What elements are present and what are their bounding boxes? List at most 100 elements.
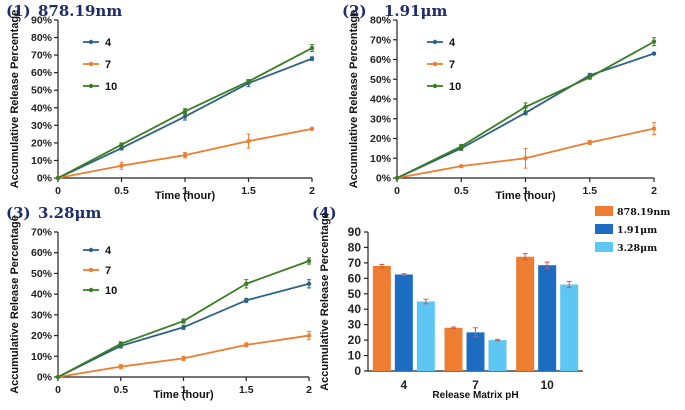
legend-marker-10 — [88, 287, 94, 293]
data-point-10 — [309, 45, 315, 51]
x-tick-label: 7 — [472, 378, 479, 392]
data-point-10 — [244, 281, 249, 286]
data-point-7 — [118, 364, 123, 369]
data-point-10 — [55, 175, 61, 181]
x-tick-label: 1 — [182, 185, 188, 197]
x-tick-label: 0.5 — [454, 185, 469, 197]
x-tick-label: 0 — [55, 384, 61, 396]
bar-3.28μm-pH4 — [416, 301, 435, 371]
y-tick-label: 30 — [348, 318, 362, 332]
x-tick-label: 2 — [651, 185, 657, 197]
data-point-7 — [459, 163, 464, 169]
data-point-4 — [651, 51, 657, 56]
data-point-7 — [306, 333, 312, 338]
y-tick-label: 70% — [31, 50, 53, 62]
y-tick-label: 80% — [370, 15, 392, 27]
legend-marker-10 — [88, 83, 94, 89]
y-tick-label: 10% — [31, 155, 53, 167]
data-point-7 — [246, 138, 251, 144]
bar-1.91μm-pH10 — [538, 265, 557, 371]
bar-878.19nm-pH7 — [444, 327, 463, 371]
bar-878.19nm-pH4 — [372, 265, 391, 371]
y-tick-label: 20% — [31, 330, 53, 342]
data-point-10 — [181, 318, 186, 324]
y-tick-label: 30% — [31, 120, 53, 132]
data-point-7 — [182, 152, 188, 158]
bar-1.91μm-pH4 — [394, 274, 413, 371]
x-axis-title: Release Matrix pH — [432, 390, 518, 401]
panel-label: (1) — [6, 2, 31, 20]
y-tick-label: 20 — [348, 333, 362, 347]
legend-marker-7 — [432, 61, 438, 67]
y-tick-label: 10% — [370, 153, 392, 165]
data-point-4 — [181, 325, 186, 330]
y-axis-title: Accumulative Release Percentage — [9, 10, 21, 189]
y-tick-label: 0% — [37, 173, 53, 185]
y-tick-label: 0% — [376, 173, 392, 185]
x-axis-title: Time (hour) — [155, 190, 216, 202]
y-tick-label: 90 — [348, 225, 362, 239]
x-tick-label: 1 — [523, 185, 529, 197]
y-tick-label: 50% — [370, 74, 392, 86]
data-point-10 — [459, 144, 464, 149]
data-point-10 — [587, 75, 592, 80]
data-point-10 — [306, 258, 312, 264]
line-chart-panel-2: (2) 1.91μm 0% 10% 20% 30% 40% 50% 60% 70% 80% 0 0.5 1… — [342, 2, 657, 202]
x-tick-label: 10 — [540, 378, 554, 392]
data-point-10 — [119, 142, 124, 147]
legend-swatch-3 — [595, 242, 613, 252]
data-point-4 — [309, 56, 315, 61]
data-point-4 — [244, 298, 249, 303]
data-point-10 — [182, 109, 188, 114]
y-axis-title: Accumulative Release Percentage — [9, 215, 21, 394]
legend-label-7: 7 — [449, 59, 455, 71]
data-point-4 — [119, 145, 124, 151]
panel-label: (4) — [312, 204, 337, 222]
legend-label-4: 4 — [105, 245, 112, 257]
data-point-7 — [181, 356, 186, 361]
legend-label-10: 10 — [105, 285, 117, 297]
data-point-10 — [246, 79, 251, 84]
y-tick-label: 80 — [348, 240, 362, 254]
legend-label-7: 7 — [105, 265, 111, 277]
x-axis-title: Time (hour) — [495, 190, 556, 202]
bar-878.19nm-pH10 — [516, 256, 535, 371]
data-point-7 — [244, 342, 249, 348]
data-point-10 — [651, 39, 657, 44]
y-tick-label: 70 — [348, 256, 362, 270]
y-tick-label: 60% — [370, 54, 392, 66]
bar-1.91μm-pH7 — [466, 332, 485, 371]
x-axis-title: Time (hour) — [153, 389, 214, 401]
data-point-4 — [523, 110, 528, 116]
legend-marker-7 — [88, 61, 94, 67]
legend-label-10: 10 — [105, 81, 117, 93]
x-tick-label: 1.5 — [241, 185, 256, 197]
panel-title: 3.28μm — [38, 204, 102, 222]
bar-3.28μm-pH7 — [488, 340, 507, 371]
panel-label: (2) — [342, 2, 367, 20]
y-tick-label: 60 — [348, 271, 362, 285]
x-tick-label: 1.5 — [239, 384, 254, 396]
legend-marker-10 — [432, 83, 438, 89]
data-point-7 — [119, 163, 124, 168]
legend-label-10: 10 — [449, 81, 461, 93]
y-tick-label: 30% — [31, 309, 53, 321]
y-tick-label: 50% — [31, 268, 53, 280]
panel-title: 878.19nm — [38, 2, 122, 20]
series-line-4 — [57, 282, 310, 378]
x-tick-label: 1.5 — [582, 185, 597, 197]
bar-3.28μm-pH10 — [560, 284, 579, 371]
legend-swatch-1 — [595, 206, 613, 216]
x-tick-label: 2 — [309, 185, 315, 197]
data-point-10 — [394, 175, 400, 181]
panel-title: 1.91μm — [384, 2, 448, 20]
y-tick-label: 60% — [31, 67, 53, 79]
x-tick-label: 1 — [181, 384, 187, 396]
data-point-10 — [118, 341, 123, 347]
data-point-10 — [55, 374, 61, 380]
y-tick-label: 0 — [354, 364, 361, 378]
legend-label-4: 4 — [105, 37, 112, 49]
legend-marker-4 — [432, 39, 438, 45]
line-chart-panel-1: (1) 878.19nm 0% 10% 20% 30% 40% 50% 60% 70% 80% 90%… — [6, 2, 315, 202]
